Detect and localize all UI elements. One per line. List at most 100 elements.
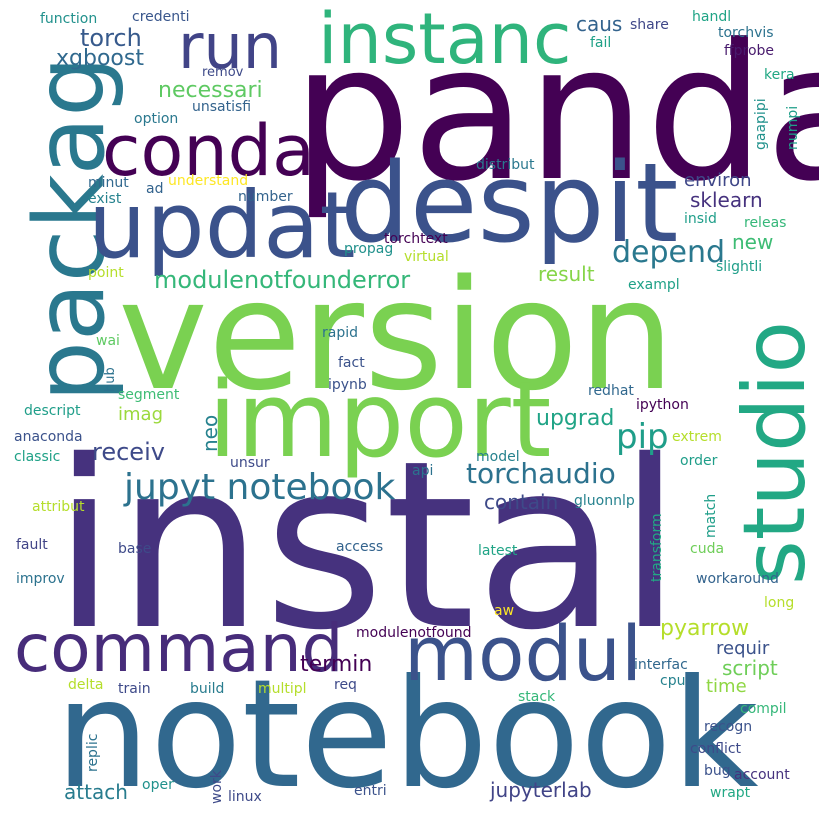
word-cloud-term: insid: [684, 211, 717, 227]
word-cloud-term: exampl: [628, 277, 680, 293]
word-cloud-term: extrem: [672, 429, 722, 445]
word-cloud-term: fault: [16, 537, 48, 553]
word-cloud-term: import: [208, 359, 552, 481]
word-cloud-term: redhat: [588, 383, 634, 399]
word-cloud-term: long: [764, 595, 795, 611]
word-cloud-term: wai: [96, 333, 120, 349]
word-cloud-term: pyarrow: [660, 616, 750, 641]
word-cloud-term: replic: [85, 733, 101, 772]
word-cloud-term: oper: [142, 777, 174, 793]
word-cloud-term: segment: [118, 387, 180, 403]
word-cloud-term: model: [476, 449, 520, 465]
word-cloud-term: transform: [649, 513, 665, 582]
word-cloud-term: updat: [88, 172, 356, 279]
word-cloud-term: delta: [68, 677, 104, 693]
word-cloud-term: requir: [716, 638, 770, 659]
word-cloud-term: environ: [684, 170, 752, 191]
word-cloud-term: conflict: [690, 741, 742, 757]
word-cloud-term: torchvis: [718, 25, 774, 41]
word-cloud-term: ipython: [636, 397, 689, 413]
word-cloud-term: compil: [740, 701, 787, 717]
word-cloud-term: match: [703, 493, 719, 538]
word-cloud-term: anaconda: [14, 429, 83, 445]
word-cloud-term: version: [118, 247, 675, 424]
word-cloud-term: latest: [478, 543, 518, 559]
word-cloud-term: torchaudio: [466, 457, 616, 490]
word-cloud-term: numpi: [785, 105, 801, 150]
word-cloud-term: gaapipi: [753, 98, 769, 150]
word-cloud-term: despit: [340, 139, 679, 267]
word-cloud-term: build: [190, 681, 225, 697]
word-cloud-term: number: [238, 189, 293, 205]
word-cloud-term: fact: [338, 355, 365, 371]
word-cloud-term: slightli: [716, 259, 763, 275]
word-cloud-term: workaround: [696, 571, 779, 587]
word-cloud-term: xgboost: [56, 46, 144, 71]
word-cloud-term: remov: [202, 65, 244, 80]
word-cloud-term: multipl: [258, 681, 307, 697]
word-cloud-term: cpu: [660, 673, 686, 689]
word-cloud-term: train: [118, 681, 151, 697]
word-cloud-term: time: [706, 676, 747, 697]
word-cloud-term: result: [538, 262, 595, 286]
word-cloud-term: conda: [102, 110, 316, 192]
word-cloud-term: cuda: [690, 541, 725, 557]
word-cloud-term: torchtext: [384, 231, 448, 247]
word-cloud-term: base: [118, 541, 152, 557]
word-cloud-term: neo: [198, 414, 222, 452]
word-cloud-term: studio: [725, 320, 819, 585]
word-cloud-term: entri: [354, 783, 387, 799]
word-cloud-term: depend: [612, 235, 726, 270]
word-cloud-term: releas: [744, 215, 787, 231]
word-cloud-term: point: [88, 265, 124, 281]
word-cloud-term: instanc: [318, 0, 572, 80]
word-cloud-term: run: [178, 10, 283, 83]
word-cloud-term: receiv: [92, 438, 165, 466]
word-cloud-term: ipynb: [328, 377, 367, 393]
word-cloud-term: ffprobe: [724, 43, 775, 59]
word-cloud-term: work: [209, 770, 225, 804]
word-cloud-term: new: [732, 230, 774, 254]
word-cloud-term: upgrad: [536, 406, 615, 431]
word-cloud-term: linux: [228, 789, 262, 805]
word-cloud-term: contain: [484, 490, 559, 514]
word-cloud-term: ad: [146, 181, 164, 197]
word-cloud-term: jupyt notebook: [124, 467, 396, 508]
word-cloud-term: script: [722, 656, 778, 680]
word-cloud-term: hub: [103, 367, 118, 392]
word-cloud-term: option: [134, 111, 179, 127]
word-cloud-term: imag: [118, 404, 163, 425]
word-cloud-term: attribut: [32, 499, 85, 515]
word-cloud-term: access: [336, 539, 384, 555]
word-cloud-term: unsatisfi: [192, 99, 252, 115]
word-cloud-term: notebook: [55, 648, 759, 819]
word-cloud-term: distribut: [476, 157, 535, 173]
word-cloud-term: rapid: [322, 325, 358, 341]
word-cloud-term: understand: [168, 173, 249, 189]
word-cloud-term: modulenotfound: [356, 625, 472, 641]
word-cloud-term: minut: [88, 175, 129, 191]
word-cloud-term: sklearn: [690, 188, 763, 212]
word-cloud-term: descript: [24, 403, 81, 419]
word-cloud-term: unsur: [230, 455, 270, 471]
word-cloud-term: panda: [292, 4, 819, 223]
word-cloud-term: account: [734, 767, 790, 783]
word-cloud-term: api: [412, 463, 434, 479]
word-cloud-term: classic: [14, 449, 61, 465]
word-cloud-term: attach: [64, 780, 128, 804]
word-cloud-term: bug: [704, 763, 731, 779]
word-cloud-term: command: [14, 610, 344, 687]
word-cloud-term: req: [334, 677, 357, 693]
word-cloud-term: exist: [88, 191, 122, 207]
word-cloud-term: handl: [692, 9, 732, 25]
word-cloud-term: caus: [576, 12, 623, 36]
word-cloud-term: stack: [518, 689, 556, 705]
word-cloud-term: instal: [52, 411, 682, 681]
word-cloud-term: share: [630, 17, 669, 33]
word-cloud-term: jupyterlab: [490, 778, 592, 802]
word-cloud-term: fail: [590, 35, 612, 51]
word-cloud-term: torch: [80, 24, 142, 52]
word-cloud-term: propag: [344, 241, 394, 257]
word-cloud-term: termin: [300, 652, 373, 677]
word-cloud-term: credenti: [132, 9, 190, 25]
